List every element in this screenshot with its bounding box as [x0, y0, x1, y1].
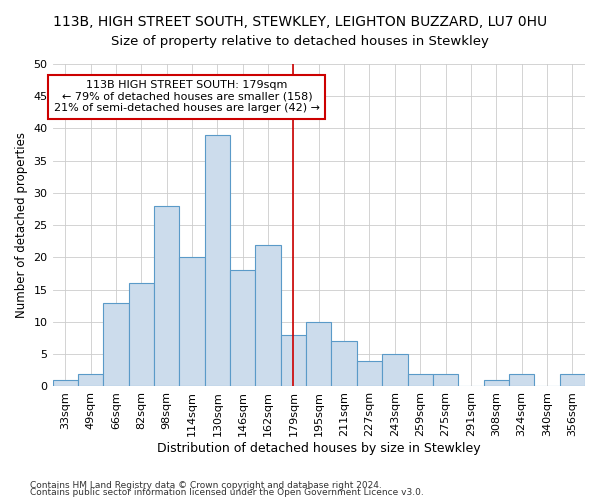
- Bar: [509, 374, 534, 386]
- X-axis label: Distribution of detached houses by size in Stewkley: Distribution of detached houses by size …: [157, 442, 481, 455]
- Bar: [205, 135, 230, 386]
- Bar: [230, 270, 256, 386]
- Bar: [382, 354, 407, 386]
- Text: 113B, HIGH STREET SOUTH, STEWKLEY, LEIGHTON BUZZARD, LU7 0HU: 113B, HIGH STREET SOUTH, STEWKLEY, LEIGH…: [53, 15, 547, 29]
- Text: Contains public sector information licensed under the Open Government Licence v3: Contains public sector information licen…: [30, 488, 424, 497]
- Bar: [281, 335, 306, 386]
- Bar: [407, 374, 433, 386]
- Bar: [53, 380, 78, 386]
- Bar: [433, 374, 458, 386]
- Bar: [154, 206, 179, 386]
- Bar: [484, 380, 509, 386]
- Bar: [357, 360, 382, 386]
- Text: 113B HIGH STREET SOUTH: 179sqm
← 79% of detached houses are smaller (158)
21% of: 113B HIGH STREET SOUTH: 179sqm ← 79% of …: [54, 80, 320, 114]
- Y-axis label: Number of detached properties: Number of detached properties: [15, 132, 28, 318]
- Bar: [306, 322, 331, 386]
- Bar: [103, 302, 128, 386]
- Bar: [256, 244, 281, 386]
- Bar: [179, 258, 205, 386]
- Bar: [128, 284, 154, 387]
- Text: Size of property relative to detached houses in Stewkley: Size of property relative to detached ho…: [111, 35, 489, 48]
- Bar: [78, 374, 103, 386]
- Bar: [331, 342, 357, 386]
- Bar: [560, 374, 585, 386]
- Text: Contains HM Land Registry data © Crown copyright and database right 2024.: Contains HM Land Registry data © Crown c…: [30, 480, 382, 490]
